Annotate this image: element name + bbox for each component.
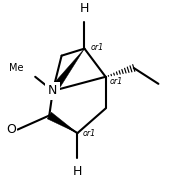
Text: Me: Me xyxy=(9,63,23,73)
Polygon shape xyxy=(47,112,77,133)
Text: or1: or1 xyxy=(83,129,96,139)
Text: N: N xyxy=(48,84,58,97)
Polygon shape xyxy=(49,49,84,93)
Text: or1: or1 xyxy=(110,77,123,86)
Text: H: H xyxy=(73,165,82,178)
Text: H: H xyxy=(80,2,89,15)
Text: or1: or1 xyxy=(91,43,104,52)
Text: O: O xyxy=(6,123,16,136)
